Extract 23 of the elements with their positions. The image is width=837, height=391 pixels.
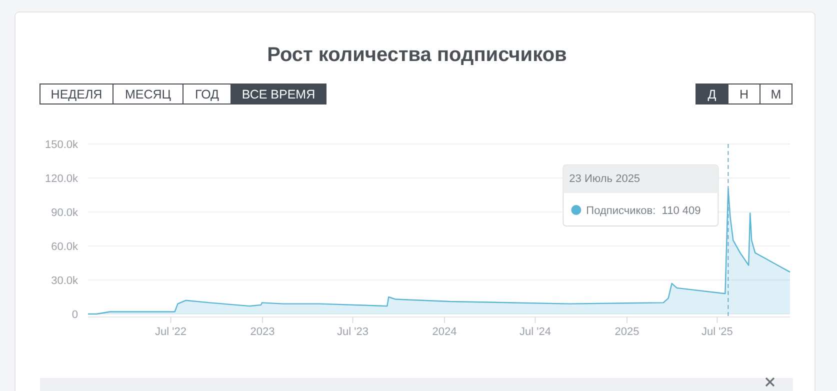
x-tick-label: Jul '22	[155, 326, 186, 338]
annotation: Подписчиков: 110 409	[586, 205, 701, 217]
x-tick-label: Jul '25	[701, 326, 733, 338]
y-tick-label: 150.0k	[44, 139, 78, 151]
x-tick-label: 2023	[250, 326, 275, 338]
y-tick-label: 0	[72, 309, 78, 321]
x-tick-label: 2024	[432, 326, 457, 338]
chart-title: Рост количества подписчиков	[267, 44, 567, 66]
text: М	[770, 88, 782, 102]
y-tick-label: 60.0k	[51, 241, 78, 253]
annotation: 23 Июль 2025	[569, 173, 640, 185]
text: МЕСЯЦ	[124, 88, 172, 102]
x-tick-label: 2025	[614, 326, 640, 338]
x-tick-label: Jul '23	[337, 326, 368, 338]
y-tick-label: 30.0k	[51, 275, 78, 287]
y-tick-label: 120.0k	[44, 173, 78, 185]
text: ВСЕ ВРЕМЯ	[242, 88, 316, 102]
text: ГОД	[195, 88, 220, 102]
text: Н	[739, 88, 749, 102]
y-tick-label: 90.0k	[51, 207, 78, 219]
x-tick-label: Jul '24	[520, 326, 551, 338]
text: НЕДЕЛЯ	[50, 88, 102, 102]
text: Д	[708, 88, 717, 102]
